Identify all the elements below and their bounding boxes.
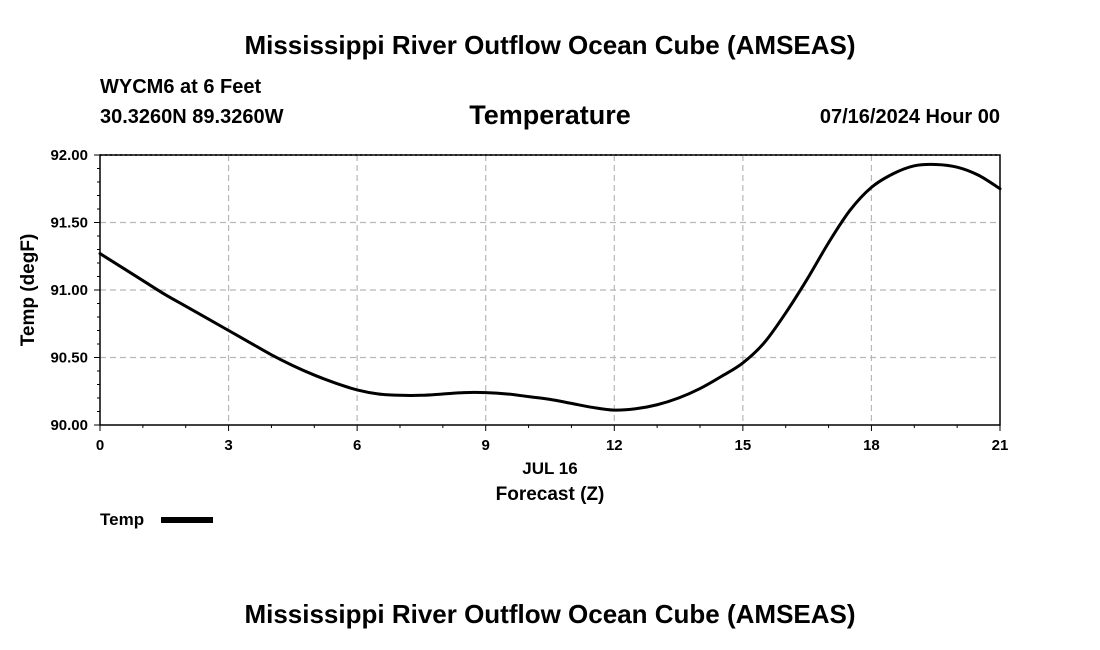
y-tick-label: 91.00 [50,282,88,299]
plot-frame [99,154,1001,426]
x-tick-label: 6 [353,437,361,454]
forecast-datetime: 07/16/2024 Hour 00 [819,106,1000,128]
y-tick-label: 92.00 [50,147,88,164]
y-tick-label: 91.50 [50,215,88,232]
station-label: WYCM6 at 6 Feet [100,76,262,98]
x-tick-label: 0 [96,437,104,454]
y-tick-label: 90.00 [50,417,88,434]
series-layer [98,162,1002,412]
chart-main-title: Mississippi River Outflow Ocean Cube (AM… [244,30,856,60]
variable-title: Temperature [469,100,631,130]
x-tick-label: 3 [224,437,232,454]
legend-label-temp: Temp [100,510,145,529]
x-tick-label: 15 [735,437,752,454]
x-axis-date-label: JUL 16 [522,459,577,478]
bottom-repeated-title: Mississippi River Outflow Ocean Cube (AM… [244,599,856,629]
grid-lines [100,155,1000,425]
y-axis-title: Temp (degF) [18,234,39,347]
legend-swatch-temp [161,517,213,523]
y-tick-label: 90.50 [50,350,88,367]
axis-ticks [94,154,1001,431]
x-tick-label: 18 [863,437,880,454]
x-axis-title: Forecast (Z) [496,484,605,505]
tick-labels: 0 3 6 9 12 15 18 21 90.00 90.50 91.00 91.50 92.00 [50,147,1008,454]
x-tick-label: 9 [482,437,490,454]
series-line-temp [98,162,1002,412]
x-tick-label: 21 [992,437,1009,454]
station-coordinates: 30.3260N 89.3260W [100,106,284,128]
x-tick-label: 12 [606,437,623,454]
